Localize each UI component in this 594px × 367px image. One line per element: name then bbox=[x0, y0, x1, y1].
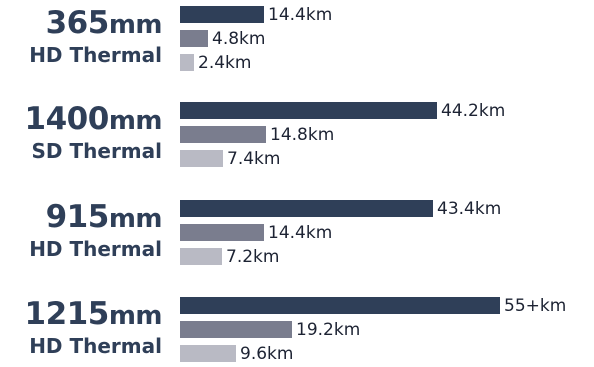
category-sensor-type: HD Thermal bbox=[29, 334, 162, 358]
bar-value-label: 7.2km bbox=[226, 247, 280, 267]
bar-value-label: 4.8km bbox=[212, 29, 266, 49]
bar-value-label: 14.8km bbox=[270, 125, 335, 145]
bar-value-label: 14.4km bbox=[268, 223, 333, 243]
category-sensor-type: HD Thermal bbox=[29, 237, 162, 261]
focal-length-unit: mm bbox=[108, 10, 163, 40]
bar-value-label: 7.4km bbox=[227, 149, 281, 169]
category-focal-length: 915mm bbox=[0, 199, 163, 235]
bar-value-label: 14.4km bbox=[268, 5, 333, 25]
bar-value-label: 55+km bbox=[504, 296, 567, 316]
focal-length-value: 1215 bbox=[24, 296, 110, 332]
category-label: 1400mm SD Thermal bbox=[0, 101, 163, 163]
category-label: 1215mm HD Thermal bbox=[0, 296, 163, 358]
bar bbox=[180, 345, 236, 362]
bar-value-label: 9.6km bbox=[240, 344, 294, 364]
focal-length-value: 1400 bbox=[24, 101, 110, 137]
category-focal-length: 1400mm bbox=[0, 101, 163, 137]
bar bbox=[180, 224, 264, 241]
focal-length-unit: mm bbox=[108, 106, 163, 136]
bar bbox=[180, 297, 500, 314]
bar bbox=[180, 102, 437, 119]
bar-value-label: 44.2km bbox=[441, 101, 506, 121]
category-focal-length: 365mm bbox=[0, 5, 163, 41]
bar-value-label: 2.4km bbox=[198, 53, 252, 73]
bar bbox=[180, 248, 222, 265]
focal-length-unit: mm bbox=[108, 204, 163, 234]
bar bbox=[180, 321, 292, 338]
category-label: 365mm HD Thermal bbox=[0, 7, 162, 67]
bar bbox=[180, 150, 223, 167]
category-label: 915mm HD Thermal bbox=[0, 201, 162, 261]
bar bbox=[180, 200, 433, 217]
focal-length-unit: mm bbox=[108, 301, 163, 331]
bar bbox=[180, 126, 266, 143]
focal-length-value: 915 bbox=[45, 199, 110, 235]
category-focal-length: 1215mm bbox=[0, 296, 163, 332]
bar bbox=[180, 6, 264, 23]
bar bbox=[180, 54, 194, 71]
focal-length-value: 365 bbox=[45, 5, 110, 41]
category-sensor-type: HD Thermal bbox=[29, 43, 162, 67]
bar-value-label: 43.4km bbox=[437, 199, 502, 219]
bar bbox=[180, 30, 208, 47]
bar-value-label: 19.2km bbox=[296, 320, 361, 340]
category-sensor-type: SD Thermal bbox=[31, 139, 162, 163]
